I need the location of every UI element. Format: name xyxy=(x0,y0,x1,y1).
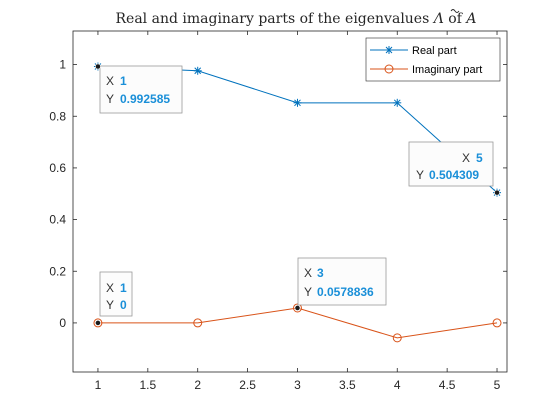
datatip-y-value: 0.0578836 xyxy=(317,285,374,299)
legend[interactable]: Real part Imaginary part xyxy=(365,37,501,82)
datatip-y-value: 0.992585 xyxy=(120,92,170,106)
datatip-y-value: 0.504309 xyxy=(429,168,479,182)
datatip-anchor-dot xyxy=(494,189,500,196)
legend-marker-imag xyxy=(384,64,394,74)
datatip-anchor-dot xyxy=(95,320,101,326)
x-tick-label: 4.5 xyxy=(439,378,456,392)
x-tick-label: 3 xyxy=(294,378,301,392)
datatip-y-label: Y xyxy=(106,92,114,106)
data-point-imaginary xyxy=(292,303,302,313)
datatip-box xyxy=(99,65,183,114)
x-axis-ticks: 1 1.5 2 2.5 3 3.5 4 4.5 5 xyxy=(95,31,501,392)
datatip-x-value: 5 xyxy=(476,151,483,165)
legend-label-imag: Imaginary part xyxy=(412,64,482,76)
datatip-4[interactable]: X 3 Y 0.0578836 xyxy=(297,257,387,306)
datatip-2[interactable]: X 5 Y 0.504309 xyxy=(408,141,494,187)
data-point-real xyxy=(293,98,302,107)
datatip-y-label: Y xyxy=(304,285,312,299)
data-point-real xyxy=(193,66,202,75)
x-tick-label: 2.5 xyxy=(239,378,256,392)
y-tick-label: 0.8 xyxy=(49,109,66,123)
legend-marker-real xyxy=(385,46,393,54)
datatip-box xyxy=(297,257,387,306)
x-tick-label: 2 xyxy=(194,378,201,392)
datatip-anchor-dots xyxy=(95,63,500,326)
chart-title: Real and imaginary parts of the eigenval… xyxy=(116,11,477,27)
legend-box xyxy=(365,37,501,82)
legend-label-real: Real part xyxy=(412,45,457,57)
datatip-x-value: 3 xyxy=(317,266,324,280)
datatip-x-label: X xyxy=(106,74,114,88)
chart-title-prefix: Real and imaginary parts of the eigenval… xyxy=(116,11,434,27)
datatip-x-label: X xyxy=(106,281,114,295)
data-point-imaginary xyxy=(492,318,502,328)
data-point-real xyxy=(393,98,402,107)
datatip-y-label: Y xyxy=(416,168,424,182)
y-tick-label: 1 xyxy=(59,58,66,72)
y-tick-label: 0.4 xyxy=(49,213,66,227)
data-point-imaginary xyxy=(93,318,103,328)
title-tilde-mark xyxy=(450,9,460,13)
datatip-anchor-dot xyxy=(294,305,301,311)
x-tick-label: 4 xyxy=(394,378,401,392)
datatip-box xyxy=(99,271,133,317)
chart-title-matrix: A xyxy=(464,11,476,27)
y-tick-label: 0 xyxy=(59,316,66,330)
datatip-y-value: 0 xyxy=(120,298,127,312)
datatip-x-value: 1 xyxy=(120,74,127,88)
datatip-box xyxy=(408,141,494,187)
datatip-y-label: Y xyxy=(106,298,114,312)
datatip-x-label: X xyxy=(462,151,470,165)
x-tick-label: 3.5 xyxy=(339,378,356,392)
x-tick-label: 5 xyxy=(494,378,501,392)
datatip-x-value: 1 xyxy=(120,281,127,295)
datatip-x-label: X xyxy=(304,266,312,280)
x-tick-label: 1 xyxy=(95,378,102,392)
y-tick-label: 0.6 xyxy=(49,161,66,175)
datatip-1[interactable]: X 1 Y 0.992585 xyxy=(99,65,183,114)
x-tick-label: 1.5 xyxy=(139,378,156,392)
data-point-imaginary xyxy=(392,333,402,343)
y-tick-label: 0.2 xyxy=(49,264,66,278)
chart-title-symbol: Λ xyxy=(432,11,444,27)
data-point-imaginary xyxy=(193,318,203,328)
y-axis-ticks: 0 0.2 0.4 0.6 0.8 1 xyxy=(49,58,507,330)
datatip-3[interactable]: X 1 Y 0 xyxy=(99,271,133,317)
datatip-anchor-dot xyxy=(95,63,101,70)
chart-title-of: of xyxy=(444,11,467,27)
